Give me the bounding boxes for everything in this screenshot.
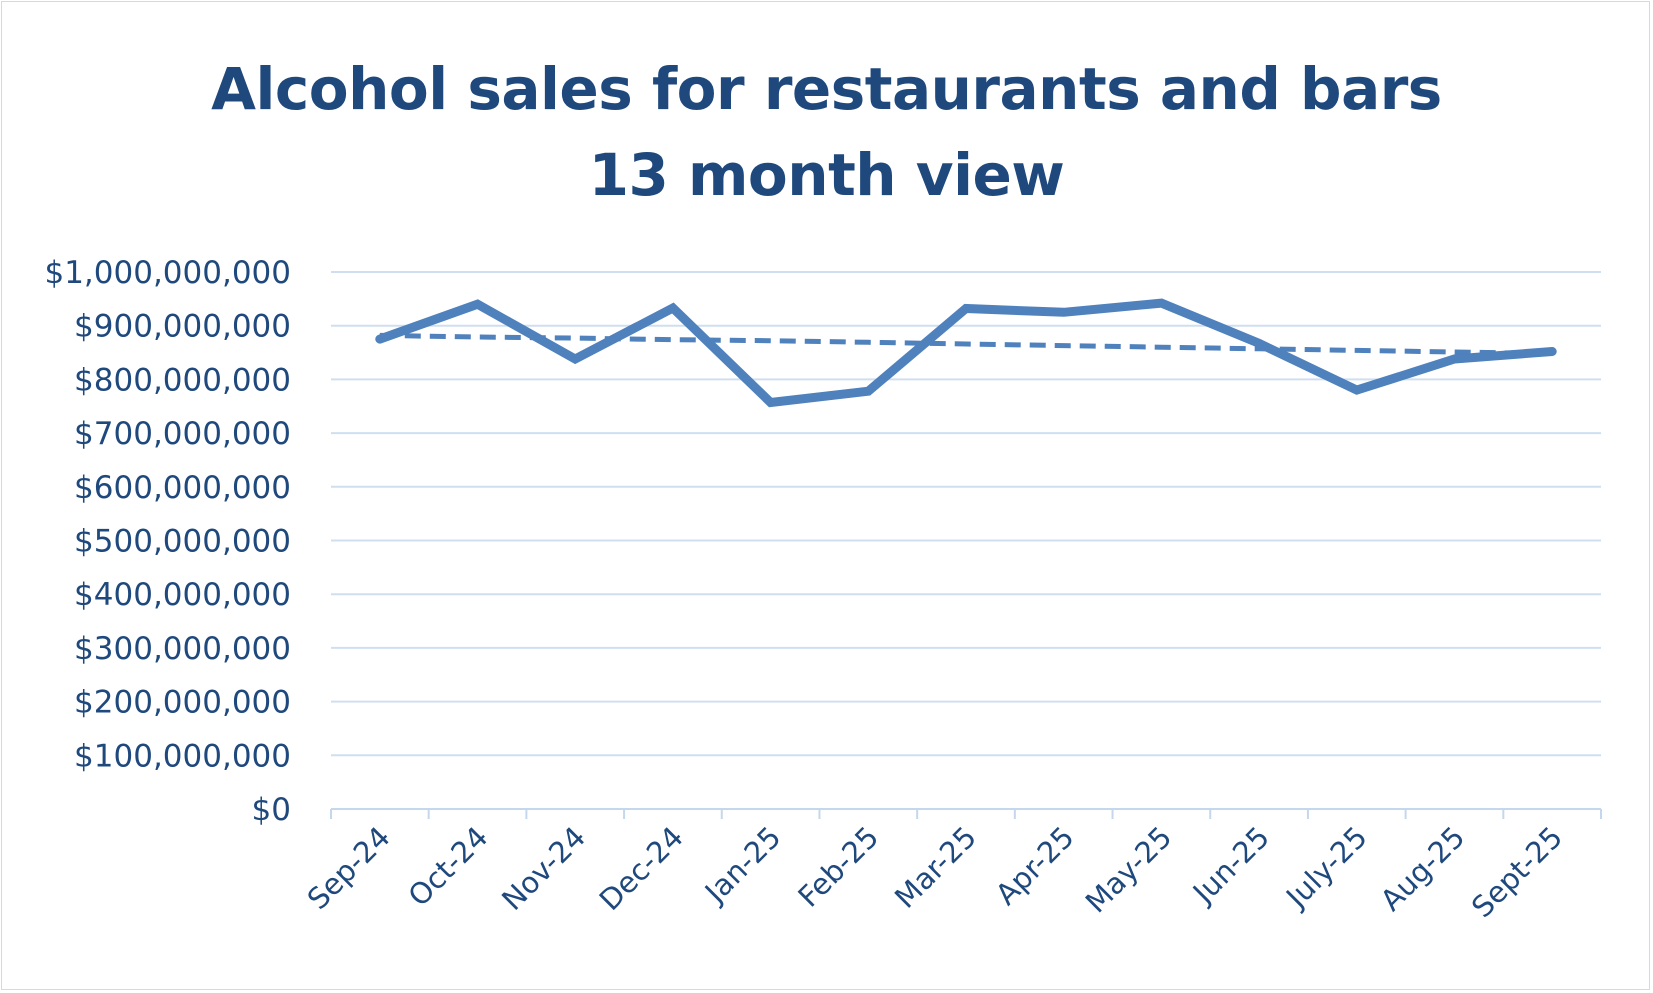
x-tick-label: Aug-25 xyxy=(1374,820,1472,918)
x-tick-label: Feb-25 xyxy=(791,820,885,914)
y-tick-label: $800,000,000 xyxy=(74,362,291,398)
chart-subtitle: 13 month view xyxy=(588,141,1065,209)
y-tick-label: $700,000,000 xyxy=(74,416,291,452)
y-tick-label: $400,000,000 xyxy=(74,577,291,613)
y-tick-label: $1,000,000,000 xyxy=(44,255,291,291)
x-tick-label: Nov-24 xyxy=(495,820,592,917)
y-axis-tick-labels: $0 $100,000,000 $200,000,000 $300,000,000 $4… xyxy=(44,255,291,828)
y-tick-label: $200,000,000 xyxy=(74,685,291,721)
y-tick-label: $600,000,000 xyxy=(74,470,291,506)
chart-title: Alcohol sales for restaurants and bars xyxy=(211,55,1442,123)
y-tick-label: $0 xyxy=(252,792,291,828)
x-tick-label: Sept-25 xyxy=(1465,820,1569,924)
x-tick-label: Apr-25 xyxy=(989,820,1081,912)
x-tick-label: Oct-24 xyxy=(401,820,494,913)
series-lines xyxy=(375,298,1557,408)
x-axis-tick-labels: Sep-24 Oct-24 Nov-24 Dec-24 Jan-25 Feb-25 Mar-… xyxy=(301,820,1569,924)
x-tick-label: Dec-24 xyxy=(593,820,690,917)
x-tick-label: Mar-25 xyxy=(888,820,983,915)
series-line-sales xyxy=(375,298,1557,408)
y-tick-label: $300,000,000 xyxy=(74,631,291,667)
y-tick-label: $900,000,000 xyxy=(74,309,291,345)
x-axis xyxy=(330,808,1602,819)
x-tick-label: Sep-24 xyxy=(301,820,397,916)
x-tick-label: Jun-25 xyxy=(1185,820,1276,911)
y-tick-label: $500,000,000 xyxy=(74,524,291,560)
x-tick-label: May-25 xyxy=(1079,820,1179,920)
chart-title-block: Alcohol sales for restaurants and bars 1… xyxy=(0,46,1653,218)
x-tick-label: Jan-25 xyxy=(697,820,788,911)
y-tick-label: $100,000,000 xyxy=(74,738,291,774)
x-tick-label: July-25 xyxy=(1278,820,1373,915)
